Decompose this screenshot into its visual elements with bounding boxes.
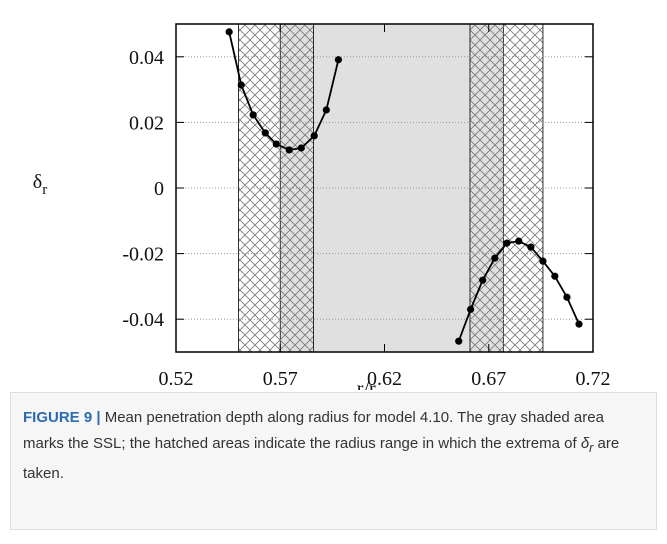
- caption-label: FIGURE 9 |: [23, 409, 101, 426]
- y-axis-label: δr: [33, 171, 47, 198]
- caption-end: are taken.: [23, 435, 620, 482]
- x-tick-label: 0.62: [367, 368, 402, 390]
- data-point: [334, 56, 343, 64]
- y-tick-label: -0.04: [122, 309, 164, 331]
- caption-subscript: r: [589, 441, 594, 455]
- data-point: [491, 254, 499, 262]
- y-tick-label: -0.02: [122, 244, 164, 266]
- data-point: [479, 276, 487, 284]
- y-label-sub: r: [42, 182, 47, 198]
- caption-symbol: δ: [580, 435, 590, 452]
- x-tick-label: 0.72: [576, 368, 611, 390]
- y-tick-label: 0.02: [129, 112, 164, 134]
- plot-frame: [175, 23, 594, 353]
- data-point: [272, 140, 280, 148]
- caption-text: Mean penetration depth along radius for …: [23, 409, 604, 452]
- data-point: [455, 337, 463, 345]
- data-point: [310, 132, 318, 140]
- data-point: [322, 106, 330, 114]
- x-label-main: r/r: [357, 378, 376, 390]
- data-line: [228, 31, 340, 151]
- chart: r/ro δr 0.04 0.02 0 -0.02 -0.04 0.52 0.57 0.62 0…: [33, 23, 611, 390]
- data-point: [575, 320, 583, 328]
- data-point: [527, 243, 535, 251]
- data-point: [249, 111, 257, 119]
- data-point: [297, 144, 305, 152]
- data-point: [551, 272, 559, 280]
- data-point: [503, 239, 511, 247]
- data-point: [237, 81, 245, 89]
- x-label-sub: o: [376, 389, 384, 390]
- data-point: [515, 237, 523, 245]
- caption: FIGURE 9 | Mean penetration depth along …: [10, 392, 657, 530]
- y-tick-label: 0: [154, 178, 164, 200]
- x-axis-label: r/ro: [357, 378, 383, 390]
- x-tick-label: 0.57: [263, 368, 298, 390]
- data-point: [261, 129, 269, 137]
- y-tick-label: 0.04: [129, 47, 164, 69]
- data-point: [539, 257, 547, 265]
- y-label-main: δ: [33, 171, 42, 193]
- x-tick-label: 0.67: [471, 368, 506, 390]
- data-point: [563, 293, 571, 301]
- data-point: [467, 305, 475, 313]
- x-tick-label: 0.52: [159, 368, 194, 390]
- data-point: [225, 28, 233, 36]
- data-point: [285, 146, 293, 154]
